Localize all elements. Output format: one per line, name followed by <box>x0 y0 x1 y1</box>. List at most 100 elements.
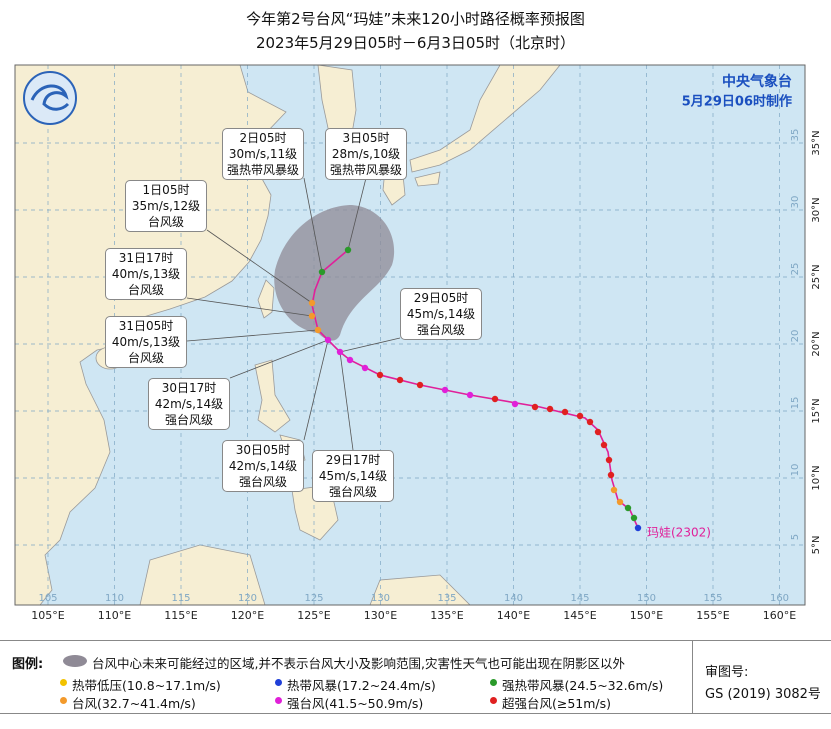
callout-leader <box>229 339 329 379</box>
lon-label: 140°E <box>497 609 530 622</box>
callout-wind: 40m/s,13级 <box>111 267 181 281</box>
track-point <box>561 408 569 416</box>
callout-leader <box>206 229 313 304</box>
lat-label: 25°N <box>811 264 822 289</box>
callout-level: 强台风级 <box>416 323 465 337</box>
lon-label: 155°E <box>696 609 729 622</box>
track-point <box>511 400 519 408</box>
callout-leader <box>303 177 323 273</box>
lon-grid-label: 125 <box>304 593 323 604</box>
lat-grid-label: 10 <box>790 464 801 477</box>
callout-wind: 28m/s,10级 <box>331 147 401 161</box>
callout-leaders <box>186 177 401 451</box>
callout-time: 3日05时 <box>342 131 390 145</box>
lon-grid-label: 110 <box>105 593 124 604</box>
callout-level: 强热带风暴级 <box>226 163 299 177</box>
lon-grid-label: 155 <box>703 593 722 604</box>
track-point <box>605 456 613 464</box>
track-point <box>308 312 316 320</box>
lon-grid-label: 160 <box>770 593 789 604</box>
callout-time: 31日05时 <box>118 319 174 333</box>
legend-swatch <box>490 679 497 686</box>
callout-leader <box>339 351 354 451</box>
legend-swatch <box>275 679 282 686</box>
callout-level: 台风级 <box>127 351 164 365</box>
lon-grid-label: 115 <box>171 593 190 604</box>
lon-label: 160°E <box>763 609 796 622</box>
lon-grid-label: 140 <box>504 593 523 604</box>
track-point <box>594 428 602 436</box>
track-point <box>361 364 369 372</box>
callout-time: 30日05时 <box>235 443 291 457</box>
track-point <box>634 524 642 532</box>
lon-label: 130°E <box>364 609 397 622</box>
callout-leader <box>186 329 319 342</box>
lon-label: 110°E <box>98 609 131 622</box>
callout-leader <box>186 297 313 317</box>
callout-time: 2日05时 <box>239 131 287 145</box>
lat-label: 10°N <box>811 465 822 490</box>
callout-wind: 35m/s,12级 <box>131 199 201 213</box>
legend-swatch <box>60 679 67 686</box>
callout-wind: 42m/s,14级 <box>154 397 224 411</box>
lon-label: 120°E <box>231 609 264 622</box>
legend-swatch <box>490 697 497 704</box>
callout-level: 强台风级 <box>328 485 377 499</box>
lon-label: 115°E <box>164 609 197 622</box>
track-point <box>346 356 354 364</box>
lat-grid-label: 35 <box>790 129 801 142</box>
legend-item: 超强台风(≥51m/s) <box>502 696 612 711</box>
callout-leader <box>303 339 329 441</box>
lat-grid-label: 25 <box>790 263 801 276</box>
callout-wind: 45m/s,14级 <box>318 469 388 483</box>
track-point <box>308 299 316 307</box>
probability-cone <box>274 205 395 341</box>
track-point <box>491 395 499 403</box>
callout: 30日17时 42m/s,14级 强台风级 <box>148 378 230 430</box>
approval-number: GS (2019) 3082号 <box>705 687 821 702</box>
logo <box>23 71 77 125</box>
callout-level: 强热带风暴级 <box>329 163 402 177</box>
callout-time: 29日05时 <box>413 291 469 305</box>
lon-label: 125°E <box>297 609 330 622</box>
map: 中央气象台 5月29日06时制作 玛娃(2302) 105°E105110°E1… <box>14 64 822 622</box>
lon-label: 105°E <box>31 609 64 622</box>
track-point <box>616 498 624 506</box>
callout: 29日17时 45m/s,14级 强台风级 <box>312 450 394 502</box>
callout-level: 强台风级 <box>164 413 213 427</box>
track-point <box>630 514 638 522</box>
agency: 中央气象台 <box>722 73 792 90</box>
map-frame <box>14 64 806 606</box>
callout: 2日05时 30m/s,11级 强热带风暴级 <box>222 128 304 180</box>
callout-time: 1日05时 <box>142 183 190 197</box>
callout: 3日05时 28m/s,10级 强热带风暴级 <box>325 128 407 180</box>
legend-item: 热带低压(10.8~17.1m/s) <box>72 678 221 693</box>
legend-item: 热带风暴(17.2~24.4m/s) <box>287 678 436 693</box>
logo-mark <box>30 84 70 111</box>
callout: 31日17时 40m/s,13级 台风级 <box>105 248 187 300</box>
track-point <box>624 504 632 512</box>
callout-wind: 30m/s,11级 <box>228 147 298 161</box>
land <box>15 65 561 605</box>
callout-time: 31日17时 <box>118 251 174 265</box>
track-point <box>318 268 326 276</box>
callout: 1日05时 35m/s,12级 台风级 <box>125 180 207 232</box>
legend-cone-note: 台风中心未来可能经过的区域,并不表示台风大小及影响范围,灾害性天气也可能出现在阴… <box>92 656 625 671</box>
callout: 31日05时 40m/s,13级 台风级 <box>105 316 187 368</box>
legend-swatch <box>275 697 282 704</box>
legend-item: 强台风(41.5~50.9m/s) <box>287 696 424 711</box>
lon-label: 135°E <box>430 609 463 622</box>
lon-grid-label: 105 <box>38 593 57 604</box>
typhoon-name: 玛娃(2302) <box>647 526 711 540</box>
legend: 图例: 台风中心未来可能经过的区域,并不表示台风大小及影响范围,灾害性天气也可能… <box>0 640 831 714</box>
callout-leader <box>339 337 401 353</box>
callout-wind: 42m/s,14级 <box>228 459 298 473</box>
subtitle: 2023年5月29日05时－6月3日05时（北京时） <box>255 34 576 52</box>
track-point <box>344 246 352 254</box>
callout-leader <box>347 177 367 251</box>
callout-level: 台风级 <box>147 215 184 229</box>
track-point <box>607 471 615 479</box>
legend-cone-icon <box>63 655 87 667</box>
track-point <box>396 376 404 384</box>
